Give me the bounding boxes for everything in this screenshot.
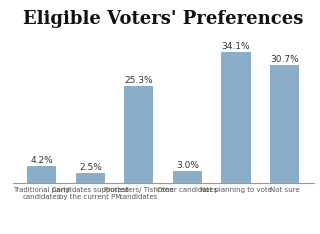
Bar — [270, 65, 299, 183]
Text: 2.5%: 2.5% — [79, 163, 102, 172]
Bar — [27, 166, 56, 183]
Text: 30.7%: 30.7% — [270, 55, 299, 64]
Text: 34.1%: 34.1% — [222, 42, 250, 51]
Text: 25.3%: 25.3% — [124, 76, 153, 85]
Bar — [76, 173, 105, 183]
Bar — [173, 171, 202, 183]
Text: 4.2%: 4.2% — [30, 156, 53, 165]
Text: 3.0%: 3.0% — [176, 161, 199, 170]
Title: Eligible Voters' Preferences: Eligible Voters' Preferences — [23, 10, 303, 28]
Bar — [221, 52, 251, 183]
Bar — [124, 86, 154, 183]
